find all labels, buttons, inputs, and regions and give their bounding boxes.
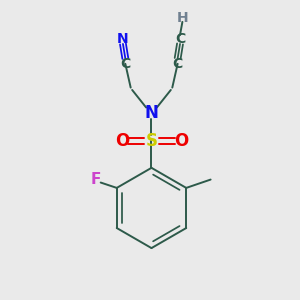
Text: F: F [90,172,101,187]
Text: C: C [175,32,185,46]
Text: S: S [146,132,158,150]
Text: O: O [115,132,129,150]
Text: O: O [174,132,188,150]
Text: N: N [145,104,158,122]
Text: C: C [120,57,130,71]
Text: C: C [172,57,183,71]
Text: H: H [177,11,188,25]
Text: N: N [117,32,129,46]
